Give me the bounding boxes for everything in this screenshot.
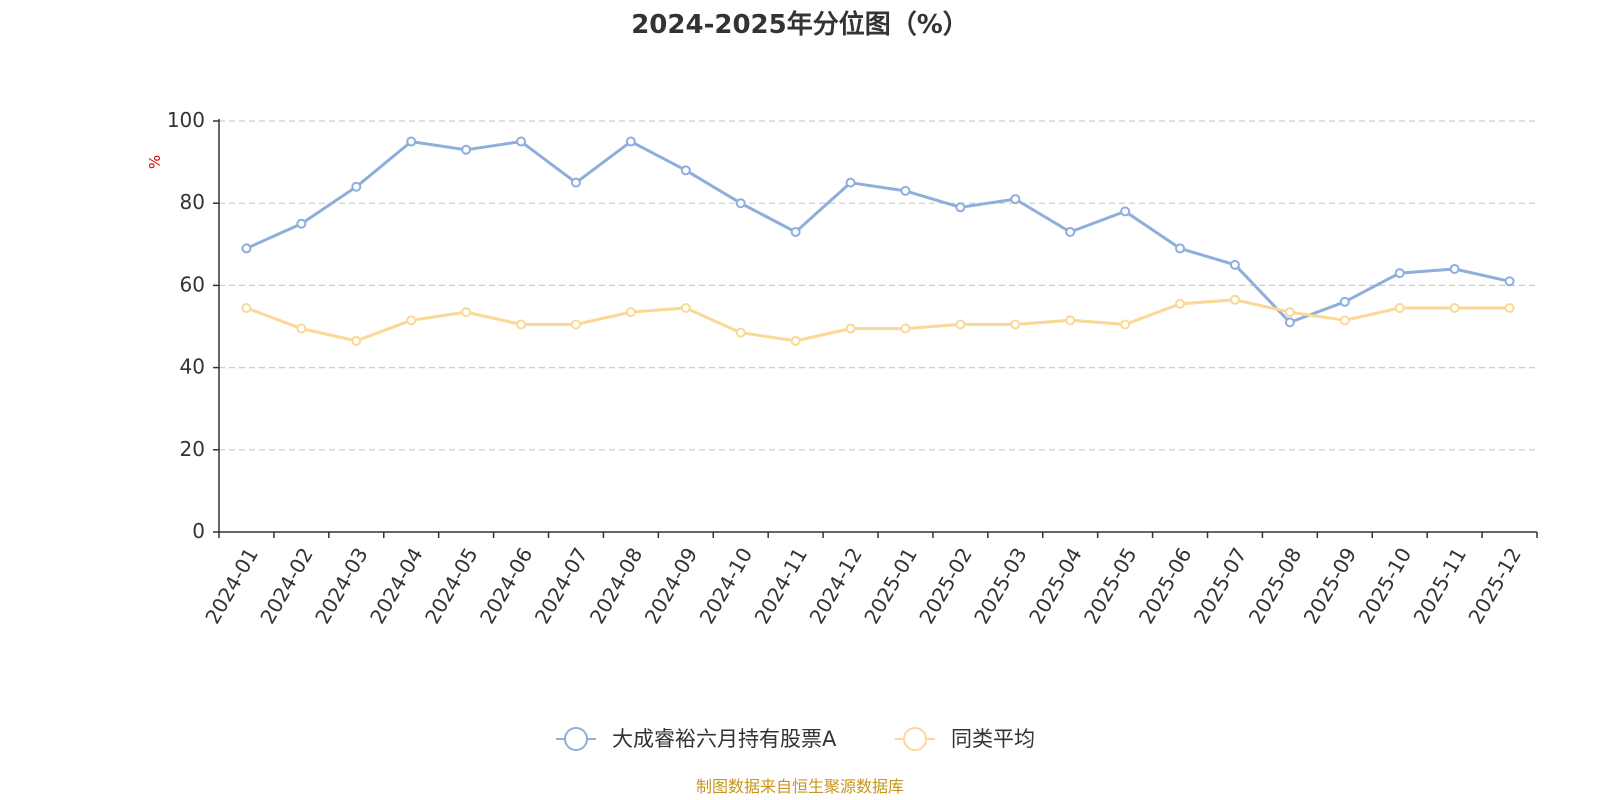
- data-point-fund: [1120, 206, 1131, 217]
- data-point-peer-average: [955, 319, 966, 330]
- data-point-peer-average: [1120, 319, 1131, 330]
- data-point-peer-average: [1284, 307, 1295, 318]
- data-point-peer-average: [1504, 303, 1515, 314]
- data-point-peer-average: [680, 303, 691, 314]
- data-point-fund: [1339, 296, 1350, 307]
- x-tick-label: 2024-08: [585, 544, 648, 628]
- legend-fund-marker: [564, 727, 588, 751]
- data-point-fund: [570, 177, 581, 188]
- data-point-peer-average: [516, 319, 527, 330]
- y-tick-label: 60: [180, 272, 205, 296]
- data-point-fund: [900, 185, 911, 196]
- data-point-fund: [1229, 259, 1240, 270]
- data-point-fund: [1065, 226, 1076, 237]
- series-line-fund: [245, 140, 1511, 324]
- data-point-fund: [735, 198, 746, 209]
- data-point-fund: [845, 177, 856, 188]
- data-point-peer-average: [1394, 303, 1405, 314]
- data-point-peer-average: [406, 315, 417, 326]
- data-point-fund: [1010, 194, 1021, 205]
- chart-title: 2024-2025年分位图（%）: [631, 9, 969, 40]
- x-tick-label: 2025-05: [1079, 544, 1142, 628]
- x-tick-label: 2024-05: [420, 544, 483, 628]
- x-tick-label: 2024-11: [750, 544, 813, 628]
- x-tick-label: 2025-04: [1024, 544, 1087, 628]
- x-tick-label: 2024-03: [310, 544, 373, 628]
- data-point-fund: [625, 136, 636, 147]
- data-point-fund: [955, 202, 966, 213]
- data-point-peer-average: [790, 335, 801, 346]
- x-tick-label: 2025-07: [1189, 544, 1252, 628]
- data-point-peer-average: [625, 307, 636, 318]
- data-point-fund: [1449, 263, 1460, 274]
- data-point-fund: [1175, 243, 1186, 254]
- grid-lines: [219, 120, 1537, 451]
- data-point-fund: [1284, 317, 1295, 328]
- x-tick-label: 2025-01: [859, 544, 922, 628]
- series-line-peer-average: [245, 298, 1511, 343]
- x-tick-label: 2024-09: [640, 544, 703, 628]
- data-point-fund: [1394, 268, 1405, 279]
- data-point-fund: [680, 165, 691, 176]
- legend-fund-label: 大成睿裕六月持有股票A: [612, 727, 837, 751]
- x-tick-label: 2024-12: [804, 544, 867, 628]
- data-point-peer-average: [735, 327, 746, 338]
- data-point-peer-average: [1339, 315, 1350, 326]
- x-tick-label: 2024-01: [200, 544, 263, 628]
- y-tick-label: 40: [180, 355, 205, 379]
- data-point-fund: [461, 144, 472, 155]
- data-point-peer-average: [1175, 298, 1186, 309]
- x-tick-label: 2024-02: [255, 544, 318, 628]
- x-tick-label: 2025-10: [1354, 544, 1417, 628]
- x-tick-label: 2025-09: [1299, 544, 1362, 628]
- legend-item-fund[interactable]: 大成睿裕六月持有股票A: [556, 727, 837, 751]
- y-tick-label: 100: [167, 108, 205, 132]
- x-tick-label: 2025-08: [1244, 544, 1307, 628]
- x-tick-label: 2025-02: [914, 544, 977, 628]
- series-lines: [241, 136, 1515, 346]
- data-source-note: 制图数据来自恒生聚源数据库: [696, 777, 904, 796]
- x-tick-label: 2025-11: [1409, 544, 1472, 628]
- data-point-peer-average: [845, 323, 856, 334]
- data-point-fund: [406, 136, 417, 147]
- data-point-peer-average: [1010, 319, 1021, 330]
- x-tick-label: 2024-10: [695, 544, 758, 628]
- data-point-fund: [351, 181, 362, 192]
- data-point-peer-average: [461, 307, 472, 318]
- data-point-fund: [1504, 276, 1515, 287]
- x-tick-label: 2025-06: [1134, 544, 1197, 628]
- x-tick-label: 2024-07: [530, 544, 593, 628]
- data-point-peer-average: [296, 323, 307, 334]
- data-point-fund: [790, 226, 801, 237]
- data-point-peer-average: [241, 303, 252, 314]
- data-point-peer-average: [570, 319, 581, 330]
- y-tick-label: 20: [180, 437, 205, 461]
- data-point-peer-average: [351, 335, 362, 346]
- x-tick-label: 2024-04: [365, 544, 428, 628]
- legend-avg-marker: [903, 727, 927, 751]
- data-point-fund: [241, 243, 252, 254]
- data-point-fund: [516, 136, 527, 147]
- data-point-peer-average: [1449, 303, 1460, 314]
- data-point-fund: [296, 218, 307, 229]
- y-axis-label: %: [146, 155, 164, 169]
- y-tick-label: 80: [180, 190, 205, 214]
- y-tick-label: 0: [192, 519, 205, 543]
- legend: 大成睿裕六月持有股票A 同类平均: [556, 727, 1035, 751]
- x-tick-label: 2024-06: [475, 544, 538, 628]
- data-point-peer-average: [1229, 294, 1240, 305]
- data-point-peer-average: [1065, 315, 1076, 326]
- legend-avg-label: 同类平均: [951, 727, 1035, 751]
- x-tick-label: 2025-12: [1463, 544, 1526, 628]
- x-tick-label: 2025-03: [969, 544, 1032, 628]
- legend-item-peer-average[interactable]: 同类平均: [895, 727, 1035, 751]
- data-point-peer-average: [900, 323, 911, 334]
